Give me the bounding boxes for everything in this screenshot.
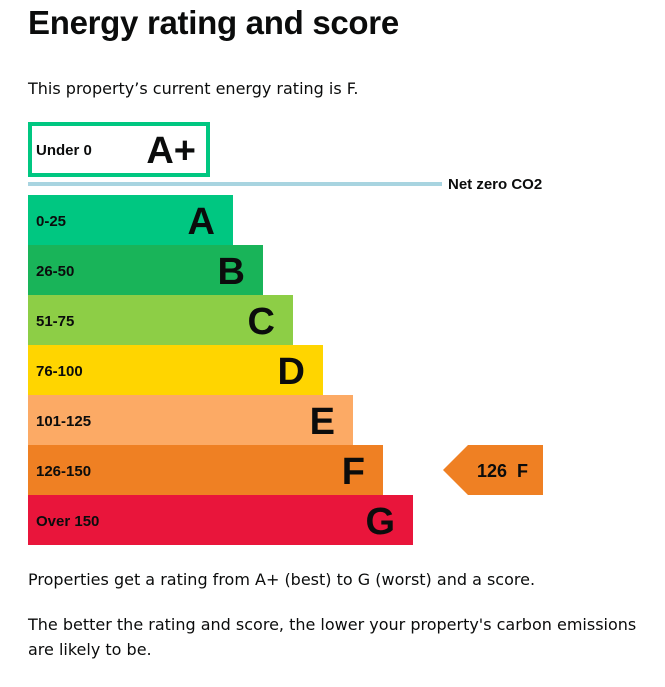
band-c-letter: C — [248, 301, 275, 343]
band-f-letter: F — [342, 451, 365, 493]
band-d-letter: D — [278, 351, 305, 393]
band-g-range: Over 150 — [36, 513, 99, 530]
band-g-letter: G — [365, 501, 395, 543]
band-b-letter: B — [218, 251, 245, 293]
current-score-value: 126 — [477, 461, 507, 481]
band-g-bar — [28, 495, 413, 545]
band-c-bar — [28, 295, 293, 345]
band-f-bar — [28, 445, 383, 495]
band-e-letter: E — [310, 401, 335, 443]
band-e-bar — [28, 395, 353, 445]
band-f-range: 126-150 — [36, 463, 91, 480]
band-b-range: 26-50 — [36, 263, 74, 280]
band-d-bar — [28, 345, 323, 395]
net-zero-line — [28, 182, 442, 186]
energy-rating-chart: Under 0 A+ 0-25 A 26-50 B 51-75 C 76-100 D 101-125… — [28, 122, 543, 545]
current-rating-letter: F — [517, 461, 528, 481]
rating-scale-text: Properties get a rating from A+ (best) t… — [28, 570, 536, 589]
current-rating-text: This property’s current energy rating is… — [28, 79, 359, 98]
net-zero-label: Net zero CO2 — [448, 176, 542, 193]
band-b-bar — [28, 245, 263, 295]
band-a-range: 0-25 — [36, 213, 66, 230]
band-a-letter: A — [188, 201, 215, 243]
band-d-range: 76-100 — [36, 363, 83, 380]
band-c-range: 51-75 — [36, 313, 74, 330]
band-a-plus-outline — [28, 122, 210, 177]
band-e-range: 101-125 — [36, 413, 91, 430]
band-a-plus-letter: A+ — [146, 130, 196, 172]
band-a-bar — [28, 195, 233, 245]
carbon-emissions-text: The better the rating and score, the low… — [28, 615, 637, 659]
band-a-plus-range: Under 0 — [36, 142, 92, 159]
page-title: Energy rating and score — [28, 4, 399, 41]
current-rating-marker — [443, 445, 543, 495]
